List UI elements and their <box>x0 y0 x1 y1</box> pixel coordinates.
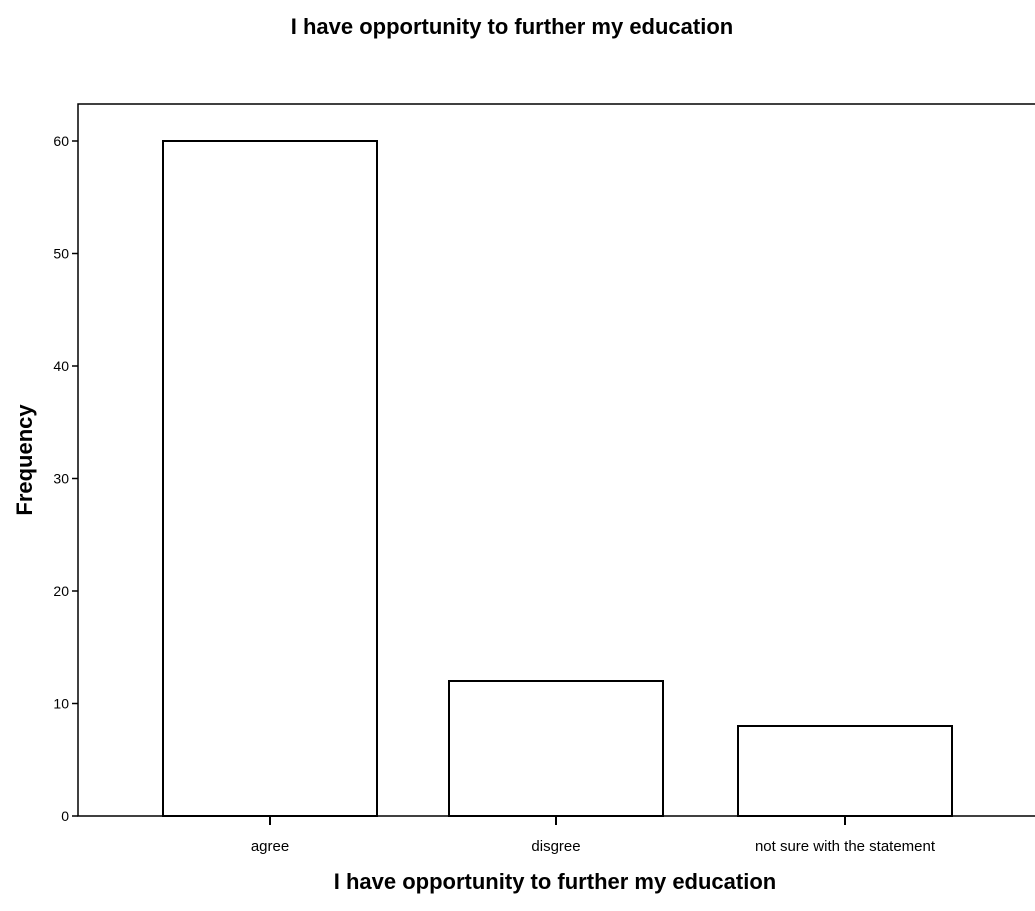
chart-title: I have opportunity to further my educati… <box>291 14 733 39</box>
y-tick-label: 30 <box>53 471 69 487</box>
bar-agree <box>162 140 378 817</box>
y-tick-label: 0 <box>61 808 69 824</box>
x-axis-label: I have opportunity to further my educati… <box>334 869 776 894</box>
bars-group <box>162 140 953 817</box>
y-tick-label: 20 <box>53 583 69 599</box>
y-tick-label: 60 <box>53 133 69 149</box>
y-tick-label: 40 <box>53 358 69 374</box>
y-tick-label: 50 <box>53 246 69 262</box>
bar-disgree <box>448 680 664 817</box>
y-axis-label: Frequency <box>12 404 37 516</box>
y-tick-label: 10 <box>53 696 69 712</box>
y-axis-ticks: 0 10 20 30 40 50 60 <box>53 133 78 824</box>
x-category-label: disgree <box>531 838 580 855</box>
bar-not-sure-with-the-statement <box>737 725 953 817</box>
x-category-label: not sure with the statement <box>755 838 936 855</box>
x-category-label: agree <box>251 838 289 855</box>
x-axis-ticks: agree disgree not sure with the statement <box>251 816 936 855</box>
